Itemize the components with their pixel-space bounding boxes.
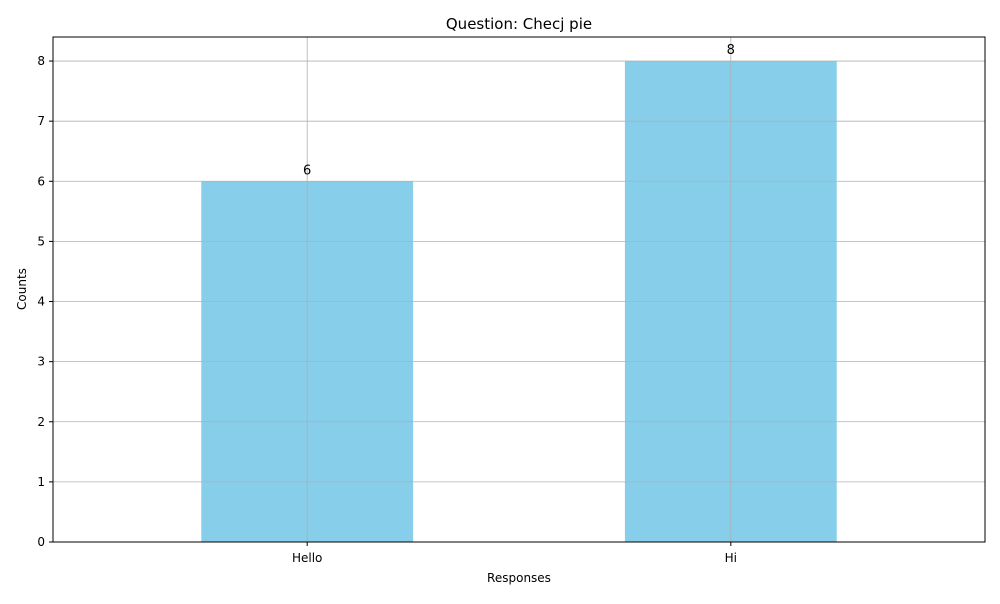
data-label: 8 bbox=[727, 43, 735, 58]
x-axis-label: Responses bbox=[487, 571, 551, 585]
y-tick-label: 7 bbox=[37, 114, 45, 128]
plot-area bbox=[53, 37, 985, 542]
plot-frame bbox=[52, 36, 986, 543]
data-label: 6 bbox=[303, 163, 311, 178]
x-tick-label: Hi bbox=[725, 551, 737, 565]
y-axis-label: Counts bbox=[15, 268, 29, 310]
x-tick-label: Hello bbox=[292, 551, 322, 565]
ticks-layer: 0 1 2 3 4 5 6 7 8 Hello Hi bbox=[37, 54, 737, 565]
y-tick-label: 3 bbox=[37, 355, 45, 369]
y-tick-label: 0 bbox=[37, 535, 45, 549]
y-tick-label: 4 bbox=[37, 295, 45, 309]
y-tick-label: 6 bbox=[37, 174, 45, 188]
data-labels-layer: 68 bbox=[303, 43, 735, 178]
y-tick-label: 8 bbox=[37, 54, 45, 68]
y-tick-label: 1 bbox=[37, 475, 45, 489]
y-tick-label: 2 bbox=[37, 415, 45, 429]
chart-title: Question: Checj pie bbox=[446, 15, 592, 33]
y-tick-label: 5 bbox=[37, 234, 45, 248]
